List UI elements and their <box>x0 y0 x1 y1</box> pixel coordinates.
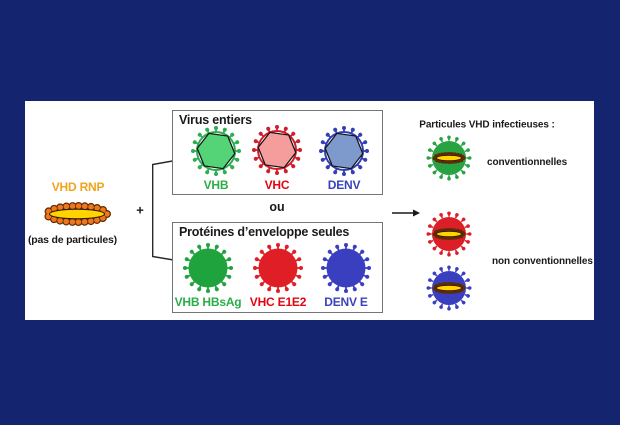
or-label: ou <box>269 200 285 214</box>
denv-e-protein-icon <box>318 240 374 296</box>
vhc-virus-icon <box>249 122 305 178</box>
brace-connector-icon <box>152 160 174 261</box>
rnp-title: VHD RNP <box>51 180 105 194</box>
denv-virus-icon <box>316 123 372 179</box>
vhc-e1e2-protein-icon <box>250 240 306 296</box>
right-arrow-icon <box>392 209 420 217</box>
vhb-hbsag-protein-icon <box>180 240 236 296</box>
denv-e-label: DENV E <box>324 295 368 309</box>
red-vhd-particle-icon <box>423 208 475 260</box>
blue-vhd-particle-icon <box>423 262 475 314</box>
conventional-label: conventionnelles <box>487 157 568 168</box>
rnp-icon <box>43 202 111 226</box>
vhc-label: VHC <box>264 178 290 192</box>
vhb-hbsag-label: VHB HBsAg <box>174 295 242 309</box>
envelope-box-title: Protéines d’enveloppe seules <box>179 225 350 239</box>
green-vhd-particle-icon <box>423 132 475 184</box>
whole-virus-box: Virus entiers VHB VHC DENV <box>172 110 383 195</box>
vhb-virus-icon <box>188 123 244 179</box>
vhc-e1e2-label: VHC E1E2 <box>249 295 307 309</box>
denv-label: DENV <box>327 178 361 192</box>
diagram-panel: VHD RNP (pas de particules) + Virus enti… <box>25 101 594 320</box>
whole-virus-box-title: Virus entiers <box>179 113 252 127</box>
plus-sign: + <box>136 202 144 218</box>
non-conventional-label: non conventionnelles <box>492 256 593 267</box>
envelope-protein-box: Protéines d’enveloppe seules VHB HBsAg V… <box>172 222 383 313</box>
rnp-caption: (pas de particules) <box>28 234 117 246</box>
vhb-label: VHB <box>203 178 229 192</box>
result-title: Particules VHD infectieuses : <box>419 119 555 131</box>
